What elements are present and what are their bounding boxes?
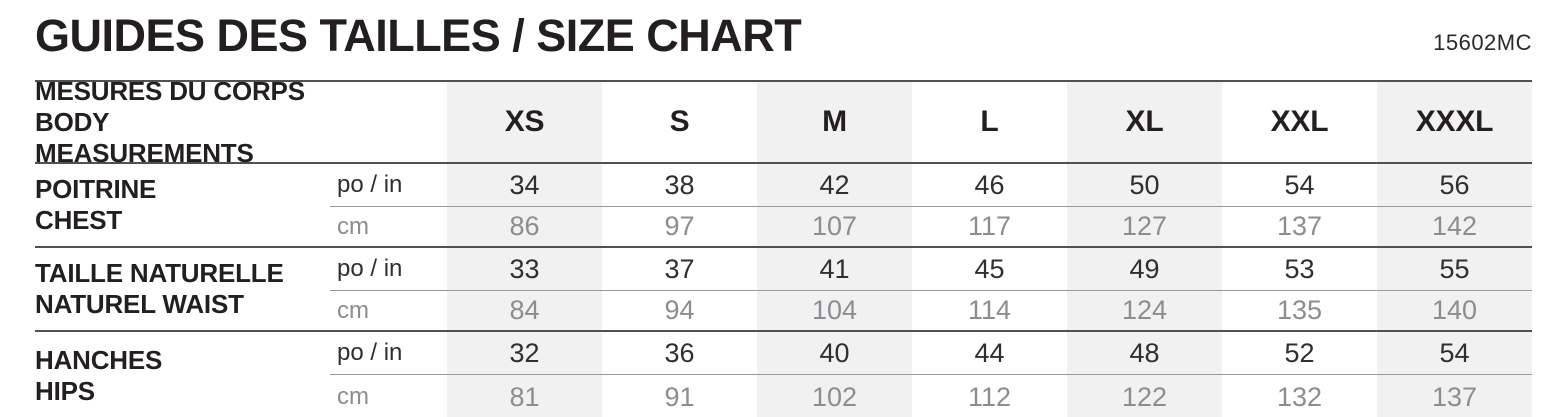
waist-cm-l: 114 [912,290,1067,330]
chest-in-xl: 50 [1067,164,1222,206]
row-label-fr: POITRINE [35,174,157,204]
hips-in-m: 40 [757,332,912,374]
page-header: GUIDES DES TAILLES / SIZE CHART 15602MC [35,0,1532,82]
waist-cm-xxl: 135 [1222,290,1377,330]
row-label-fr: HANCHES [35,344,163,375]
hips-cm-l: 112 [912,374,1067,417]
chest-cm-xxxl: 142 [1377,206,1532,246]
unit-label-cm: cm [330,290,447,330]
measurement-row-waist: TAILLE NATURELLE NATUREL WAIST po / in 3… [35,248,1532,332]
hips-in-xxxl: 54 [1377,332,1532,374]
row-label-en: CHEST [35,205,123,235]
size-header-s: S [669,105,690,138]
waist-cm-xxxl: 140 [1377,290,1532,330]
size-header-l: L [980,105,999,138]
chest-in-xs: 34 [447,164,602,206]
waist-cm-m: 104 [757,290,912,330]
waist-cm-xs: 84 [447,290,602,330]
chest-in-m: 42 [757,164,912,206]
unit-label-cm: cm [330,206,447,246]
chest-cm-xs: 86 [447,206,602,246]
chest-cm-xl: 127 [1067,206,1222,246]
hips-in-s: 36 [664,337,695,368]
hips-cm-xs: 81 [447,374,602,417]
chest-cm-s: 97 [602,206,757,246]
measurement-row-hips: HANCHES HIPS po / in 32 36 40 44 48 52 5… [35,332,1532,417]
waist-in-xxxl: 55 [1377,248,1532,290]
unit-label-cm: cm [330,374,447,417]
measurement-row-chest: POITRINE CHEST po / in 34 38 42 46 50 54… [35,164,1532,248]
chest-cm-m: 107 [757,206,912,246]
row-label-hips: HANCHES HIPS [35,332,330,417]
waist-in-l: 45 [974,253,1005,284]
hips-cm-xxl: 132 [1222,374,1377,417]
size-header-xl: XL [1067,82,1222,162]
hips-cm-s: 91 [602,374,757,417]
hips-in-xs: 32 [447,332,602,374]
waist-in-m: 41 [757,248,912,290]
waist-in-xl: 49 [1067,248,1222,290]
chest-in-xxxl: 56 [1377,164,1532,206]
chest-cm-xxl: 137 [1222,206,1377,246]
size-header-m: M [757,82,912,162]
size-chart-table: MESURES DU CORPS BODY MEASUREMENTS XS S … [35,76,1532,417]
size-header-xxl: XXL [1270,105,1329,138]
hips-in-xxl: 52 [1284,337,1315,368]
hips-cm-m: 102 [757,374,912,417]
chest-in-s: 38 [664,169,695,200]
row-label-waist: TAILLE NATURELLE NATUREL WAIST [35,248,330,330]
hips-in-l: 44 [974,337,1005,368]
row-label-en: NATUREL WAIST [35,289,244,319]
row-label-en: HIPS [35,375,95,406]
size-header-xxxl: XXXL [1377,82,1532,162]
unit-header-spacer [330,82,447,162]
hips-cm-xxxl: 137 [1377,374,1532,417]
page-title: GUIDES DES TAILLES / SIZE CHART [35,10,802,61]
size-header-xs: XS [447,82,602,162]
waist-in-xxl: 53 [1284,253,1315,284]
hips-in-xl: 48 [1067,332,1222,374]
body-measurements-header: MESURES DU CORPS BODY MEASUREMENTS [35,76,330,168]
unit-label-inches: po / in [337,339,403,366]
product-code: 15602MC [1433,30,1532,55]
waist-cm-xl: 124 [1067,290,1222,330]
row-label-chest: POITRINE CHEST [35,164,330,246]
chest-cm-l: 117 [912,206,1067,246]
chest-in-l: 46 [974,169,1005,200]
hips-cm-xl: 122 [1067,374,1222,417]
waist-cm-s: 94 [602,290,757,330]
unit-label-inches: po / in [337,255,403,282]
corner-label-en: BODY MEASUREMENTS [35,106,254,168]
waist-in-xs: 33 [447,248,602,290]
table-header-row: MESURES DU CORPS BODY MEASUREMENTS XS S … [35,76,1532,168]
row-label-fr: TAILLE NATURELLE [35,258,284,288]
unit-label-inches: po / in [337,171,403,198]
waist-in-s: 37 [664,253,695,284]
chest-in-xxl: 54 [1284,169,1315,200]
